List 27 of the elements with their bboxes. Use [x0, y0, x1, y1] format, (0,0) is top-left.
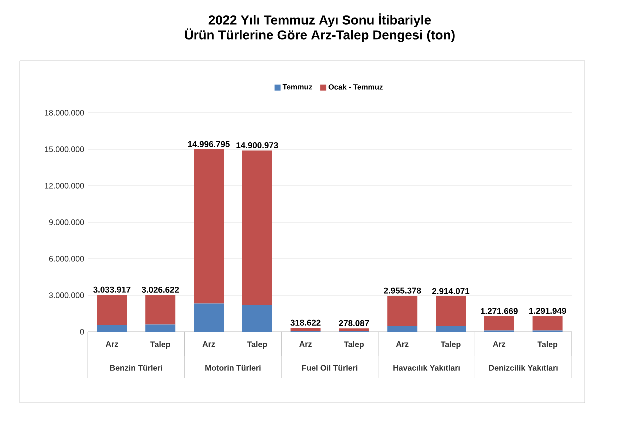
total-label: 278.087 — [339, 320, 370, 326]
total-label: 1.271.669 — [481, 308, 518, 314]
bar — [436, 326, 466, 332]
bar — [339, 328, 370, 332]
bar — [532, 316, 563, 331]
bar — [290, 328, 321, 332]
bar — [242, 150, 272, 306]
bar — [194, 150, 224, 304]
bar — [146, 295, 176, 325]
bar — [146, 324, 176, 332]
total-label: 3.033.917 — [94, 286, 131, 293]
total-label: 2.914.071 — [432, 288, 470, 294]
bar — [388, 296, 418, 326]
bar — [436, 296, 466, 326]
total-label: 14.996.795 — [188, 141, 230, 148]
bar — [97, 295, 128, 326]
total-label: 1.291.949 — [529, 308, 566, 314]
bar — [484, 316, 514, 331]
bar — [97, 325, 128, 332]
total-label: 2.955.378 — [384, 288, 422, 294]
bar — [388, 326, 418, 332]
bar — [242, 305, 272, 332]
total-label: 3.026.622 — [142, 286, 180, 293]
total-label: 318.622 — [290, 320, 321, 326]
chart-title: 2022 Yılı Temmuz Ayı Sonu İtibariyle Ürün Türlerine Göre Arz-Talep Dengesi (ton) — [185, 14, 455, 42]
bar — [194, 304, 224, 332]
total-label: 14.900.973 — [236, 142, 278, 148]
